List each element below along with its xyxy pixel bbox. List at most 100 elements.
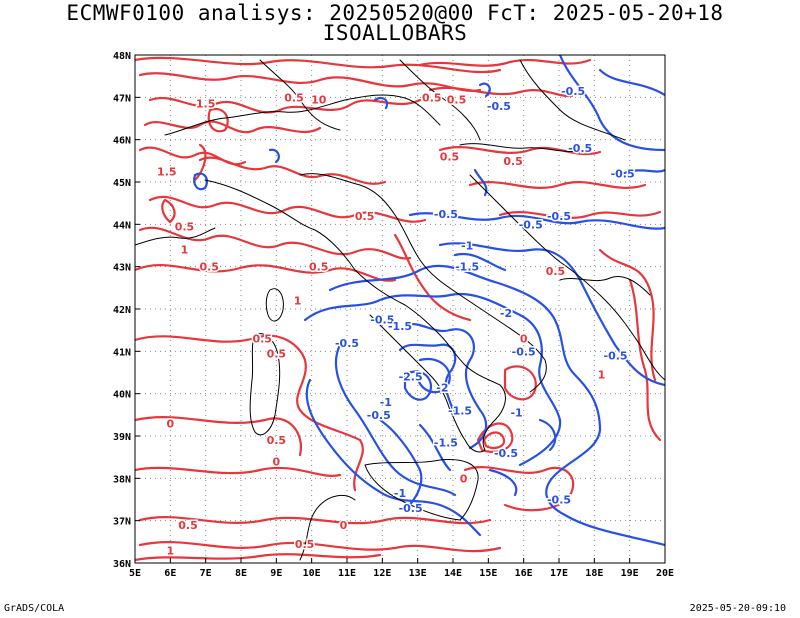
isallobar-contour — [161, 198, 176, 224]
contour-label: 0.5 — [199, 261, 219, 274]
border-line — [259, 59, 341, 131]
contour-label: 0.5 — [355, 210, 375, 223]
isallobar-contour — [135, 466, 342, 477]
contour-label: 0.5 — [503, 155, 523, 168]
italy-coastline — [204, 179, 506, 453]
france-coast — [135, 227, 216, 246]
contour-label: 0.5 — [440, 151, 460, 164]
lon-tick-label: 7E — [200, 568, 212, 579]
contour-label: -0.5 — [519, 218, 543, 231]
isallobar-contour — [558, 55, 665, 152]
isallobar-contour — [305, 378, 482, 537]
lon-tick-label: 19E — [621, 568, 639, 579]
contour-label: 1.5 — [157, 165, 177, 178]
isallobar-contour — [268, 148, 280, 164]
isallobar-contour — [138, 541, 502, 553]
contour-label: -0.5 — [561, 85, 585, 98]
lat-tick-label: 45N — [113, 178, 131, 189]
lon-tick-label: 6E — [164, 568, 176, 579]
contour-label: -0.5 — [399, 502, 423, 515]
lon-tick-label: 14E — [444, 568, 462, 579]
contour-label: -1.5 — [388, 320, 412, 333]
border-line — [459, 143, 586, 153]
isallobar-contour — [403, 322, 488, 450]
isallobar-contour — [328, 264, 665, 547]
contour-label: 0 — [273, 455, 281, 468]
contour-label: -1.5 — [448, 405, 472, 418]
contour-label: -2 — [436, 381, 448, 394]
isallobar-contour — [618, 168, 665, 177]
contour-label: 0.5 — [267, 347, 287, 360]
isallobar-contour — [598, 68, 665, 97]
contour-label: 0.5 — [447, 93, 467, 106]
lat-tick-label: 40N — [113, 390, 131, 401]
isallobar-contour — [428, 86, 577, 98]
contour-label: -0.5 — [547, 210, 571, 223]
map-subtitle: ISOALLOBARS — [322, 21, 468, 45]
contour-label: -2 — [500, 307, 512, 320]
lat-tick-label: 38N — [113, 474, 131, 485]
isallobar-contour — [628, 278, 662, 442]
sardinia-coast — [249, 333, 281, 436]
lon-tick-label: 20E — [656, 568, 674, 579]
contour-label: 1 — [167, 544, 175, 557]
positive-isallobars — [135, 56, 662, 562]
contour-label: -0.5 — [611, 168, 635, 181]
lon-tick-label: 18E — [585, 568, 603, 579]
contour-label: 0 — [460, 472, 468, 485]
contour-label: 0.5 — [175, 220, 195, 233]
contour-label: 0 — [340, 519, 348, 532]
lat-lon-grid — [135, 55, 665, 563]
lat-tick-label: 37N — [113, 517, 131, 528]
isallobar-contour — [148, 97, 422, 114]
lat-tick-label: 43N — [113, 263, 131, 274]
contour-label: 0.5 — [267, 434, 287, 447]
isallobar-contour — [198, 156, 387, 185]
isallobar-contour — [148, 195, 427, 223]
isallobar-contour — [408, 212, 665, 230]
contour-label: -0.5 — [370, 314, 394, 327]
lon-tick-label: 17E — [550, 568, 568, 579]
contour-label: -0.5 — [512, 345, 536, 358]
isallobar-contour — [463, 466, 575, 512]
contour-label: 1 — [598, 369, 606, 382]
contour-label: -0.5 — [494, 447, 518, 460]
contour-label: 0 — [520, 333, 528, 346]
italy-adriatic-coast — [299, 173, 547, 393]
contour-labels: 1.5 0.5 10 0.5 0.50.5-0.5-0.5-0.5-0.5-0.5-0.… — [156, 83, 637, 558]
lon-tick-label: 8E — [235, 568, 247, 579]
axis-ticks: 5E 6E 7E 8E 9E 10E 11E 12E 13E 14E 15E 16E 17E 18E 19E… — [113, 51, 674, 579]
contour-label: 1.5 — [196, 98, 216, 111]
isallobar-contour — [373, 96, 389, 110]
isallobar-contour — [473, 168, 488, 197]
contour-label: 0.5 — [252, 333, 272, 346]
tunisia-coast — [299, 494, 356, 561]
lon-tick-label: 10E — [303, 568, 321, 579]
isallobar-contour — [135, 553, 382, 562]
isallobar-contour — [598, 248, 657, 382]
border-line — [399, 59, 481, 141]
contour-label: 0.5 — [284, 91, 304, 104]
contour-label: 0.5 — [295, 538, 315, 551]
contour-label: -0.5 — [568, 142, 592, 155]
contour-label: -1.5 — [455, 261, 479, 274]
isallobar-contour — [135, 56, 502, 74]
isallobar-contour — [482, 431, 506, 450]
isallobar-contour — [135, 263, 397, 282]
contour-label: -1 — [380, 396, 392, 409]
isallobar-contour — [453, 252, 507, 272]
isallobar-contour — [138, 516, 492, 525]
contour-label: -0.5 — [547, 494, 571, 507]
isallobar-contour — [418, 423, 452, 472]
contour-label: 10 — [311, 93, 327, 106]
contour-label: 0.5 — [178, 519, 198, 532]
isallobar-contour — [378, 418, 423, 512]
contour-label: -1 — [510, 407, 522, 420]
lat-tick-label: 41N — [113, 347, 131, 358]
isallobar-contour — [478, 82, 491, 98]
contour-label: -0.5 — [335, 337, 359, 350]
contour-label: -2.5 — [399, 371, 423, 384]
isallobar-contour — [193, 172, 209, 191]
corsica-coast — [265, 288, 284, 322]
